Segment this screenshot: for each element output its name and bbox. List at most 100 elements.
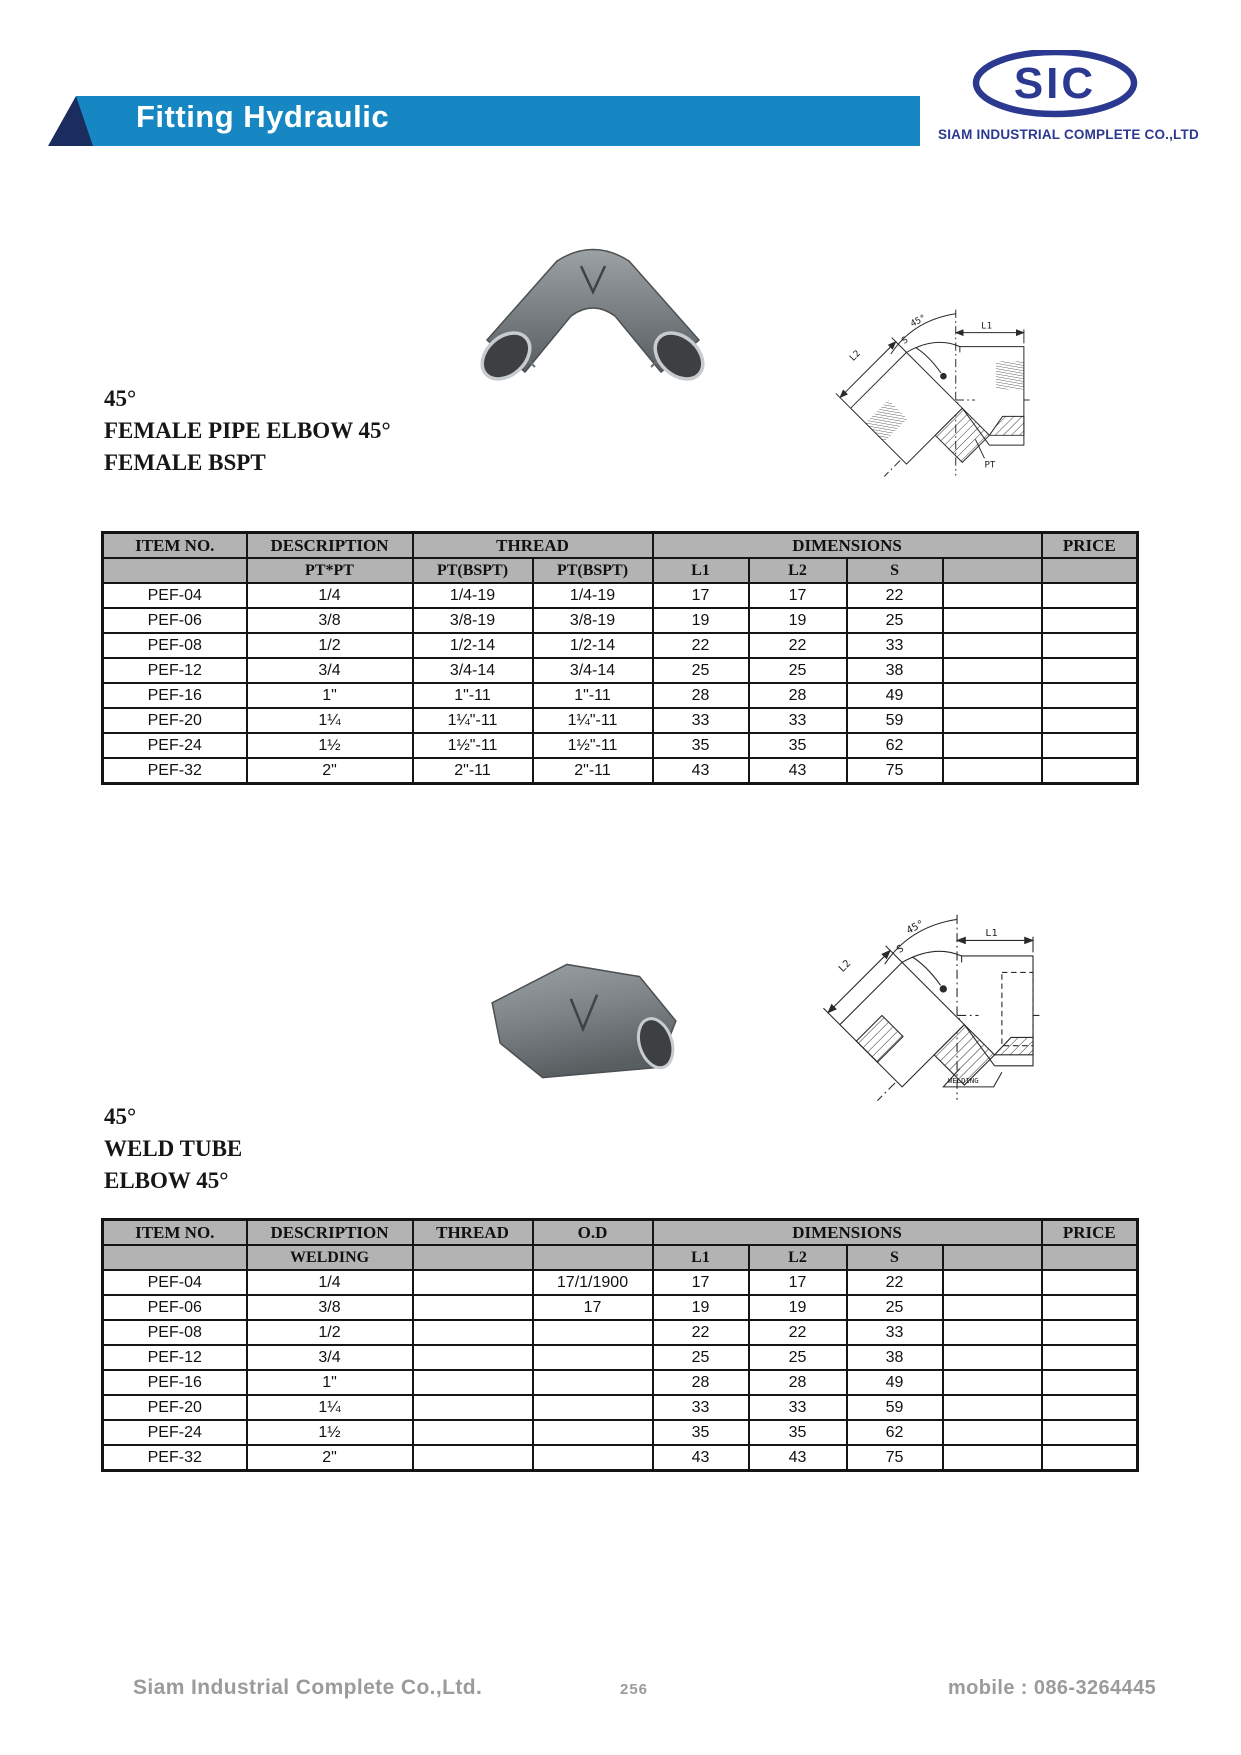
column-header: DESCRIPTION <box>245 531 414 559</box>
table-cell: 1"-11 <box>531 682 654 709</box>
table-cell <box>531 1344 654 1371</box>
header-bar-shape <box>48 96 920 146</box>
table-cell: 1¼"-11 <box>411 707 534 734</box>
table-cell <box>531 1394 654 1421</box>
table-cell: 33 <box>845 632 944 659</box>
left-socket-opening <box>480 331 532 381</box>
table-cell: 22 <box>747 1319 848 1346</box>
table-cell: PEF-32 <box>101 1444 248 1472</box>
table-cell: PEF-20 <box>101 707 248 734</box>
table-cell: 22 <box>651 1319 750 1346</box>
header-blue-band <box>76 96 920 146</box>
table-cell <box>1040 632 1139 659</box>
table-cell: 33 <box>651 707 750 734</box>
table-subheader-row: WELDING L1 L2 S <box>101 1244 1139 1271</box>
table-cell <box>941 1269 1043 1296</box>
drawing-label-l1: L1 <box>985 928 997 939</box>
column-subheader: L2 <box>747 1244 848 1271</box>
table-cell <box>1040 607 1139 634</box>
table-cell <box>941 582 1043 609</box>
socket-opening <box>636 1017 675 1070</box>
table-row: PEF-24 1½ 1½"-11 1½"-11 35 35 62 <box>101 732 1139 759</box>
table-cell <box>941 757 1043 785</box>
table-cell: 1¼"-11 <box>531 707 654 734</box>
column-subheader: L1 <box>651 1244 750 1271</box>
table-row: PEF-16 1" 1"-11 1"-11 28 28 49 <box>101 682 1139 709</box>
table-cell: 1½ <box>245 1419 414 1446</box>
table-cell: 1½"-11 <box>531 732 654 759</box>
table-cell: 3/4 <box>245 1344 414 1371</box>
table-cell <box>1040 757 1139 785</box>
table-cell: 62 <box>845 1419 944 1446</box>
table-row: PEF-06 3/8 17 19 19 25 <box>101 1294 1139 1321</box>
table-cell: 1½"-11 <box>411 732 534 759</box>
table-cell: 22 <box>845 582 944 609</box>
table-row: PEF-08 1/2 22 22 33 <box>101 1319 1139 1346</box>
section1-title-line2: FEMALE PIPE ELBOW 45° <box>104 418 391 443</box>
column-subheader: PT*PT <box>245 557 414 584</box>
table-cell: 33 <box>747 1394 848 1421</box>
table-cell: 3/8-19 <box>531 607 654 634</box>
column-subheader <box>101 1244 248 1271</box>
table-row: PEF-24 1½ 35 35 62 <box>101 1419 1139 1446</box>
table-cell <box>941 1369 1043 1396</box>
table-cell: 1/2 <box>245 1319 414 1346</box>
table-cell: 1" <box>245 682 414 709</box>
table-cell: 59 <box>845 1394 944 1421</box>
table-row: PEF-20 1¼ 33 33 59 <box>101 1394 1139 1421</box>
table-cell: 3/4-14 <box>531 657 654 684</box>
table-cell <box>411 1269 534 1296</box>
table-cell: 1/2-14 <box>411 632 534 659</box>
column-header: THREAD <box>411 531 654 559</box>
product-photo-weld-tube-elbow <box>491 963 677 1079</box>
table-cell: 1/4 <box>245 582 414 609</box>
page-title: Fitting Hydraulic <box>136 99 390 134</box>
table-cell: 59 <box>845 707 944 734</box>
table-cell <box>1040 1319 1139 1346</box>
spec-table-female-elbow: ITEM NO. DESCRIPTION THREAD DIMENSIONS PRICE… <box>101 531 1140 785</box>
spec-table-weld-elbow: ITEM NO. DESCRIPTION THREAD O.D DIMENSIONS PR… <box>101 1218 1140 1472</box>
table-cell: 17 <box>747 1269 848 1296</box>
table-cell <box>1040 732 1139 759</box>
section2-title-line3: ELBOW 45° <box>104 1168 229 1193</box>
table-cell <box>941 657 1043 684</box>
column-subheader: PT(BSPT) <box>411 557 534 584</box>
technical-drawing-female-elbow: L1 45° L2 S PT <box>835 309 1033 477</box>
column-subheader: PT(BSPT) <box>531 557 654 584</box>
page-header-bar <box>46 94 922 148</box>
table-cell: 1/4-19 <box>411 582 534 609</box>
table-cell: PEF-12 <box>101 1344 248 1371</box>
table-cell: 2"-11 <box>531 757 654 785</box>
table-cell: PEF-32 <box>101 757 248 785</box>
table-cell: PEF-06 <box>101 1294 248 1321</box>
sic-logo-text: SIC <box>1014 59 1096 108</box>
casting-v-mark <box>569 994 599 1033</box>
table-cell: 1½ <box>245 732 414 759</box>
drawing-label-pt: PT <box>984 460 995 470</box>
table-cell <box>1040 1294 1139 1321</box>
table-cell: PEF-24 <box>101 1419 248 1446</box>
column-header: PRICE <box>1040 531 1139 559</box>
product-photo-female-pipe-elbow <box>480 248 705 381</box>
table-row: PEF-20 1¼ 1¼"-11 1¼"-11 33 33 59 <box>101 707 1139 734</box>
table-cell <box>941 1419 1043 1446</box>
table-cell <box>941 707 1043 734</box>
table-cell: PEF-12 <box>101 657 248 684</box>
table-cell: 1" <box>245 1369 414 1396</box>
table-cell: 43 <box>747 1444 848 1472</box>
table-cell: 3/4 <box>245 657 414 684</box>
company-name: SIAM INDUSTRIAL COMPLETE CO.,LTD <box>938 127 1199 142</box>
section2-title-line1: 45° <box>104 1104 137 1129</box>
table-cell: 3/8 <box>245 1294 414 1321</box>
table-cell: 62 <box>845 732 944 759</box>
drawing-label-l2: L2 <box>848 349 863 364</box>
table-cell: 25 <box>651 1344 750 1371</box>
table-cell: 28 <box>747 1369 848 1396</box>
table-cell: 17/1/1900 <box>531 1269 654 1296</box>
drawing-label-s: S <box>900 335 910 346</box>
column-subheader <box>941 557 1043 584</box>
table-cell <box>1040 1269 1139 1296</box>
column-subheader: WELDING <box>245 1244 414 1271</box>
column-header: DIMENSIONS <box>651 1218 1043 1246</box>
